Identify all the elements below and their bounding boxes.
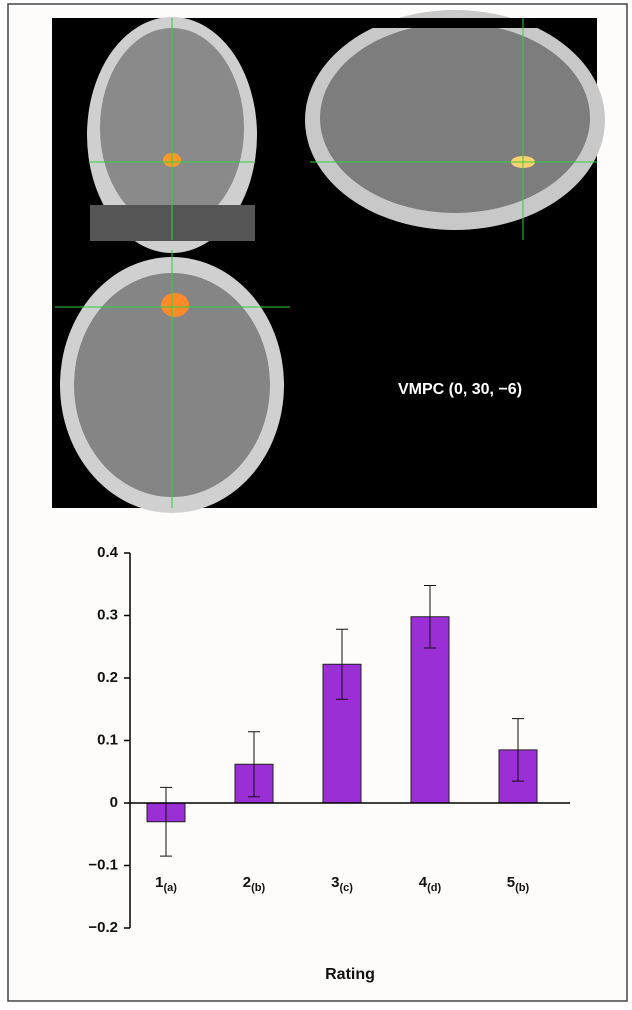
crop	[52, 250, 57, 508]
y-tick-label: 0.2	[97, 669, 118, 686]
category: 3	[331, 874, 339, 891]
y-tick-label: 0.4	[97, 544, 119, 561]
category: 2	[243, 874, 251, 891]
subscript: (b)	[251, 882, 265, 894]
y-tick-label: 0	[110, 794, 118, 811]
y-tick-label: 0.3	[97, 606, 118, 623]
subscript: (d)	[427, 882, 441, 894]
subscript: (a)	[163, 882, 177, 894]
x-axis-label: Rating	[325, 966, 375, 983]
region-label: VMPC (0, 30, −6)	[398, 381, 522, 398]
figure: VMPC (0, 30, −6) Rating −0.2 −0.1 0 0.1 0.2 0…	[0, 0, 632, 1005]
y-tick-label: −0.1	[88, 856, 118, 873]
subscript: (c)	[339, 882, 353, 894]
subscript: (b)	[515, 882, 529, 894]
y-tick-label: 0.1	[97, 731, 118, 748]
crop	[310, 18, 597, 28]
sagittal-brain	[320, 23, 590, 213]
brain-panel: VMPC (0, 30, −6)	[52, 10, 605, 513]
category: 1	[155, 874, 163, 891]
category: 5	[507, 874, 515, 891]
activation	[161, 293, 189, 317]
y-tick-label: −0.2	[88, 919, 118, 936]
